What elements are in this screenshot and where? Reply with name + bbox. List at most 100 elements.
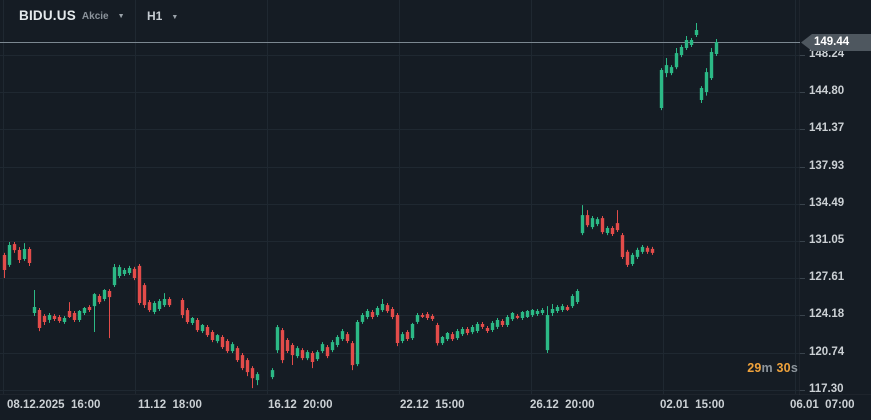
candle bbox=[405, 330, 410, 341]
candle-body bbox=[355, 322, 360, 365]
candle-body bbox=[2, 255, 7, 270]
candle-body bbox=[395, 315, 400, 343]
candle bbox=[640, 245, 645, 254]
candle bbox=[714, 39, 719, 56]
candle bbox=[709, 48, 714, 80]
price-tick-mark bbox=[800, 55, 805, 56]
candle bbox=[152, 301, 157, 315]
candle-body bbox=[325, 347, 330, 357]
candle-body bbox=[525, 311, 530, 317]
candle bbox=[107, 289, 112, 339]
candle-body bbox=[210, 332, 215, 340]
candle-body bbox=[310, 353, 315, 362]
price-tick-label: 124.18 bbox=[809, 308, 845, 320]
candle-body bbox=[405, 332, 410, 339]
candle bbox=[320, 342, 325, 353]
candle-body bbox=[52, 316, 57, 319]
candle-body bbox=[490, 322, 495, 330]
timeframe-dropdown[interactable]: H1 ▼ bbox=[147, 9, 178, 23]
candle-body bbox=[240, 355, 245, 369]
candle-body bbox=[630, 254, 635, 264]
candle bbox=[22, 243, 27, 261]
candle bbox=[605, 226, 610, 236]
candle bbox=[72, 311, 77, 322]
candle-body bbox=[430, 316, 435, 319]
candle bbox=[185, 308, 190, 324]
candle bbox=[240, 353, 245, 371]
candle bbox=[510, 312, 515, 321]
candle-body bbox=[480, 324, 485, 327]
candle-body bbox=[679, 47, 684, 55]
candle-body bbox=[635, 249, 640, 257]
candle bbox=[315, 350, 320, 361]
candle bbox=[420, 313, 425, 318]
candle-body bbox=[610, 228, 615, 234]
candle-body bbox=[17, 250, 22, 260]
candle bbox=[500, 319, 505, 327]
candle bbox=[32, 290, 37, 316]
candle-body bbox=[585, 215, 590, 226]
candle bbox=[490, 321, 495, 332]
price-tick-label: 117.30 bbox=[809, 383, 844, 395]
candle bbox=[210, 330, 215, 343]
time-tick-label: 16.12 20:00 bbox=[268, 399, 333, 411]
symbol-name: BIDU.US bbox=[19, 8, 76, 23]
time-axis[interactable]: 08.12.2025 16:00 11.12 18:00 16.12 20:00 22… bbox=[0, 394, 871, 420]
candle bbox=[37, 308, 42, 332]
candle-body bbox=[360, 315, 365, 322]
candle-body bbox=[220, 337, 225, 348]
candle-body bbox=[27, 249, 32, 263]
candle-body bbox=[127, 268, 132, 273]
candle bbox=[410, 322, 415, 340]
chevron-down-icon: ▼ bbox=[171, 13, 179, 21]
candle-body bbox=[117, 267, 122, 276]
candle bbox=[470, 325, 475, 335]
candle-body bbox=[580, 215, 585, 234]
candle-body bbox=[615, 223, 620, 231]
candle-body bbox=[215, 335, 220, 342]
candle-body bbox=[694, 30, 699, 35]
candle bbox=[550, 304, 555, 316]
candle bbox=[390, 307, 395, 320]
candle bbox=[67, 302, 72, 318]
time-tick-label: 22.12 15:00 bbox=[400, 399, 465, 411]
candle-body bbox=[22, 249, 27, 259]
candle bbox=[275, 325, 280, 353]
candle bbox=[47, 313, 52, 323]
candle bbox=[17, 247, 22, 263]
candle-body bbox=[659, 70, 664, 108]
candle-body bbox=[180, 300, 185, 315]
candle-body bbox=[709, 52, 714, 79]
candle bbox=[117, 264, 122, 278]
candle-body bbox=[590, 218, 595, 228]
candle bbox=[2, 252, 7, 278]
candle bbox=[27, 247, 32, 266]
candle bbox=[540, 308, 545, 315]
candle-body bbox=[415, 315, 420, 322]
candle bbox=[659, 68, 664, 111]
candle-body bbox=[440, 337, 445, 344]
candle-body bbox=[575, 291, 580, 302]
candle bbox=[435, 322, 440, 346]
candle-body bbox=[132, 268, 137, 278]
candle bbox=[132, 266, 137, 281]
candle-body bbox=[147, 302, 152, 311]
candle-body bbox=[350, 343, 355, 366]
candle-body bbox=[67, 311, 72, 317]
price-axis[interactable]: 149.44 148.24 144.80 141.37 137.93 134.49 131… bbox=[799, 0, 871, 395]
candle-body bbox=[200, 325, 205, 332]
symbol-dropdown[interactable]: BIDU.US Akcie ▼ bbox=[19, 8, 125, 23]
candle-body bbox=[112, 267, 117, 286]
candle-body bbox=[92, 294, 97, 307]
candle bbox=[330, 340, 335, 353]
candle bbox=[290, 343, 295, 365]
candle bbox=[669, 65, 674, 76]
candle bbox=[270, 368, 275, 380]
candle-body bbox=[699, 88, 704, 100]
candle bbox=[360, 313, 365, 324]
candle-body bbox=[162, 299, 167, 306]
candle-body bbox=[330, 342, 335, 351]
candle bbox=[385, 303, 390, 313]
time-tick-label: 02.01 15:00 bbox=[660, 399, 725, 411]
